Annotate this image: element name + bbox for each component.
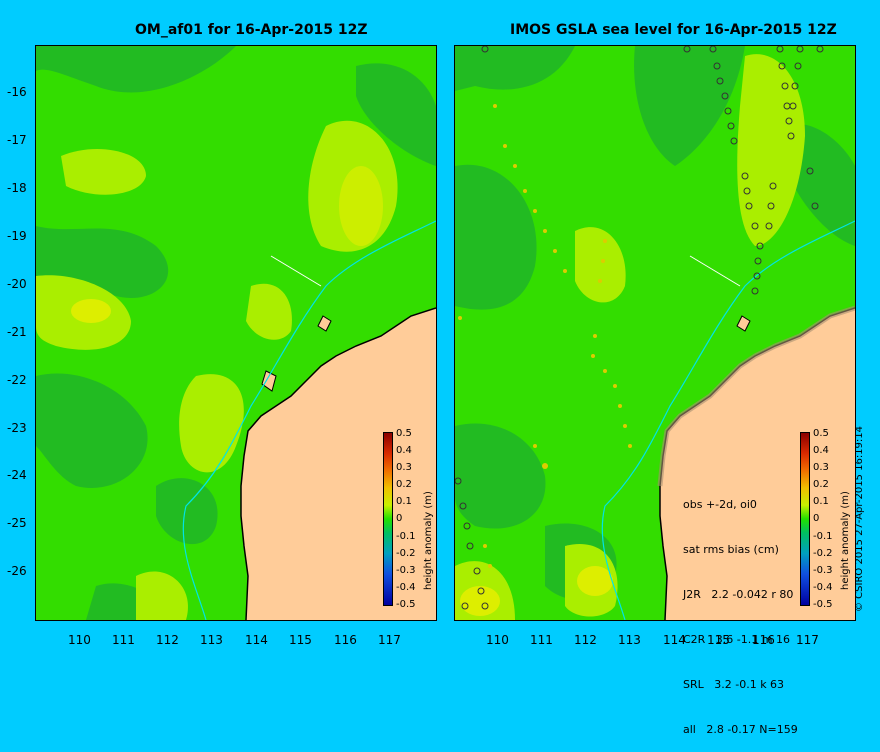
high-anomaly-region bbox=[737, 54, 805, 246]
colorbar-tick: 0.1 bbox=[813, 496, 829, 507]
low-anomaly-region bbox=[156, 478, 218, 545]
x-tick: 110 bbox=[68, 633, 91, 647]
right-map-panel bbox=[454, 45, 856, 621]
colorbar-tick: -0.4 bbox=[396, 582, 416, 593]
x-tick: 111 bbox=[530, 633, 553, 647]
peak-anomaly-region bbox=[577, 566, 613, 596]
peak-anomaly-region bbox=[460, 586, 500, 616]
stats-box: obs +-2d, oi0 sat rms bias (cm) J2R 2.2 … bbox=[683, 467, 798, 752]
y-tick: -19 bbox=[7, 229, 27, 243]
stats-line: all 2.8 -0.17 N=159 bbox=[683, 723, 798, 736]
y-tick: -22 bbox=[7, 373, 27, 387]
high-anomaly-region bbox=[246, 283, 292, 340]
stats-line: J2R 2.2 -0.042 r 80 bbox=[683, 588, 794, 601]
island bbox=[736, 315, 751, 332]
transect-line bbox=[689, 255, 741, 287]
x-tick: 115 bbox=[289, 633, 312, 647]
x-tick: 116 bbox=[334, 633, 357, 647]
high-anomaly-region bbox=[575, 227, 626, 303]
x-tick: 117 bbox=[796, 633, 819, 647]
right-colorbar bbox=[800, 432, 810, 606]
x-tick: 113 bbox=[200, 633, 223, 647]
left-colorbar-label: height anomaly (m) bbox=[423, 491, 434, 590]
x-tick: 116 bbox=[752, 633, 775, 647]
right-map-title: IMOS GSLA sea level for 16-Apr-2015 12Z bbox=[510, 22, 837, 38]
colorbar-tick: -0.2 bbox=[813, 548, 833, 559]
x-tick: 114 bbox=[663, 633, 686, 647]
y-tick: -21 bbox=[7, 325, 27, 339]
x-tick: 117 bbox=[378, 633, 401, 647]
colorbar-tick: -0.3 bbox=[396, 565, 416, 576]
colorbar-tick: 0.4 bbox=[813, 445, 829, 456]
colorbar-tick: -0.3 bbox=[813, 565, 833, 576]
colorbar-tick: 0.4 bbox=[396, 445, 412, 456]
colorbar-tick: 0 bbox=[396, 513, 403, 524]
colorbar-tick: -0.4 bbox=[813, 582, 833, 593]
left-map-svg bbox=[36, 46, 436, 620]
low-anomaly-region bbox=[634, 46, 745, 166]
left-colorbar bbox=[383, 432, 393, 606]
left-map-title: OM_af01 for 16-Apr-2015 12Z bbox=[135, 22, 368, 38]
low-anomaly-region bbox=[356, 63, 436, 166]
y-tick: -25 bbox=[7, 516, 27, 530]
colorbar-tick: 0.3 bbox=[813, 462, 829, 473]
x-tick: 111 bbox=[112, 633, 135, 647]
x-tick: 113 bbox=[618, 633, 641, 647]
high-anomaly-region bbox=[61, 148, 146, 195]
satellite-track-dots bbox=[458, 104, 632, 568]
y-tick: -26 bbox=[7, 564, 27, 578]
left-map-panel bbox=[35, 45, 437, 621]
peak-anomaly-region bbox=[339, 166, 383, 246]
right-colorbar-label: height anomaly (m) bbox=[840, 491, 851, 590]
colorbar-tick: -0.1 bbox=[813, 531, 833, 542]
peak-anomaly-region bbox=[71, 299, 111, 323]
stats-line: SRL 3.2 -0.1 k 63 bbox=[683, 678, 785, 691]
island bbox=[317, 315, 332, 332]
y-tick: -20 bbox=[7, 277, 27, 291]
colorbar-tick: 0 bbox=[813, 513, 820, 524]
colorbar-tick: 0.5 bbox=[396, 428, 412, 439]
stats-line: C2R 3.6 -1.1 m 16 bbox=[683, 633, 790, 646]
colorbar-tick: -0.2 bbox=[396, 548, 416, 559]
low-anomaly-region bbox=[36, 46, 236, 93]
island bbox=[261, 370, 277, 392]
shelf-contour bbox=[601, 220, 855, 620]
low-anomaly-region bbox=[455, 423, 546, 529]
coastline bbox=[240, 307, 436, 620]
x-tick: 115 bbox=[707, 633, 730, 647]
shelf-shading bbox=[657, 305, 855, 487]
colorbar-tick: 0.2 bbox=[396, 479, 412, 490]
x-tick: 110 bbox=[486, 633, 509, 647]
y-tick: -24 bbox=[7, 468, 27, 482]
colorbar-tick: 0.1 bbox=[396, 496, 412, 507]
high-anomaly-region bbox=[179, 374, 244, 473]
transect-line bbox=[270, 255, 322, 287]
right-map-svg bbox=[455, 46, 855, 620]
y-tick: -16 bbox=[7, 85, 27, 99]
low-anomaly-region bbox=[455, 164, 537, 310]
colorbar-tick: -0.5 bbox=[396, 599, 416, 610]
colorbar-tick: -0.1 bbox=[396, 531, 416, 542]
credit-text: © CSIRO 2015 27-Apr-2015 16:19:14 bbox=[854, 425, 865, 612]
stats-line: obs +-2d, oi0 bbox=[683, 498, 757, 511]
y-tick: -23 bbox=[7, 421, 27, 435]
y-tick: -18 bbox=[7, 181, 27, 195]
stats-line: sat rms bias (cm) bbox=[683, 543, 779, 556]
y-tick: -17 bbox=[7, 133, 27, 147]
satellite-track-obs bbox=[455, 46, 824, 610]
colorbar-tick: 0.3 bbox=[396, 462, 412, 473]
x-tick: 112 bbox=[574, 633, 597, 647]
low-anomaly-region bbox=[36, 373, 148, 488]
colorbar-tick: 0.5 bbox=[813, 428, 829, 439]
low-anomaly-region bbox=[455, 46, 575, 91]
high-anomaly-region bbox=[136, 571, 188, 620]
x-tick: 112 bbox=[156, 633, 179, 647]
colorbar-tick: -0.5 bbox=[813, 599, 833, 610]
colorbar-tick: 0.2 bbox=[813, 479, 829, 490]
x-tick: 114 bbox=[245, 633, 268, 647]
shelf-contour bbox=[182, 220, 436, 620]
